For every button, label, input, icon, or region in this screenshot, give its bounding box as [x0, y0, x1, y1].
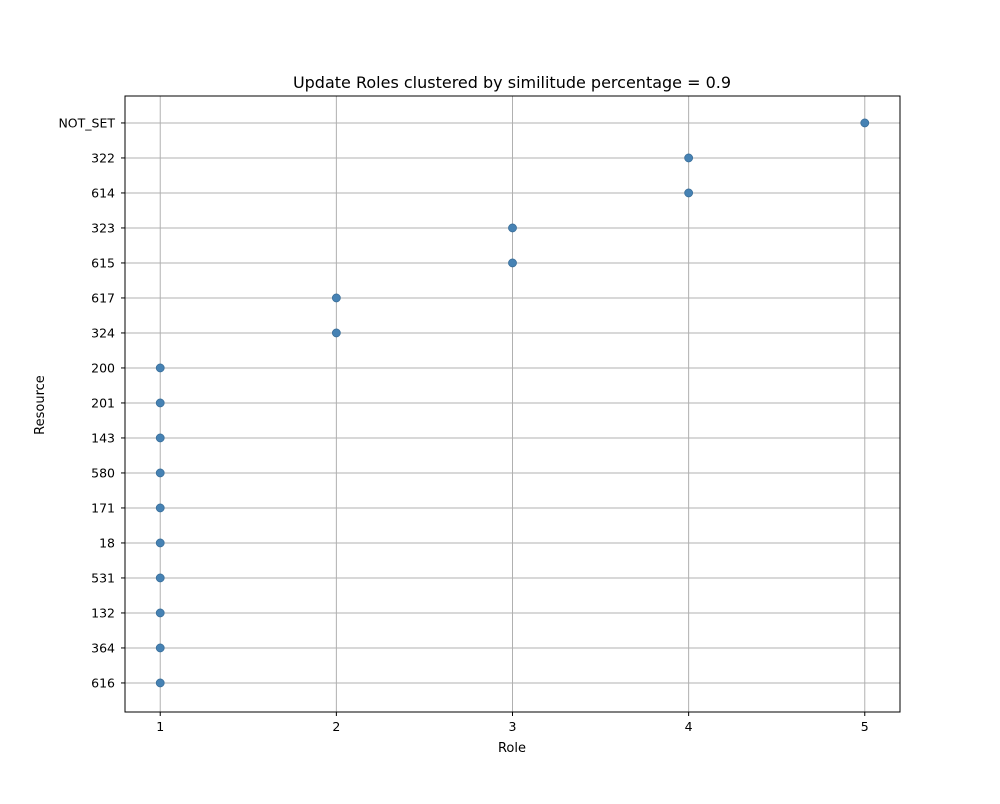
y-tick-label: 201 — [91, 395, 115, 410]
y-tick-label: 324 — [91, 325, 115, 340]
y-tick-label: 364 — [91, 640, 115, 655]
data-point — [155, 678, 165, 688]
data-point — [155, 398, 165, 408]
data-point — [684, 153, 694, 163]
x-tick-label: 5 — [861, 719, 869, 734]
y-tick-label: 616 — [91, 675, 115, 690]
y-axis-ticks: 616 364 132 531 18 171 580 143 201 200 324 617 615 32… — [58, 115, 125, 690]
x-tick-label: 3 — [509, 719, 517, 734]
y-tick-label: 18 — [99, 535, 115, 550]
y-tick-label: 200 — [91, 360, 115, 375]
y-tick-label: 580 — [91, 465, 115, 480]
data-point — [155, 573, 165, 583]
data-point — [508, 258, 517, 268]
x-tick-label: 4 — [685, 719, 693, 734]
grid-lines — [125, 96, 900, 712]
x-tick-label: 1 — [156, 719, 164, 734]
data-point — [155, 643, 165, 653]
data-point — [860, 118, 870, 128]
y-tick-label: NOT_SET — [58, 115, 115, 130]
y-tick-label: 614 — [91, 185, 115, 200]
data-point — [508, 223, 517, 233]
y-tick-label: 323 — [91, 220, 115, 235]
data-point — [155, 433, 165, 443]
data-point — [331, 293, 341, 303]
y-tick-label: 617 — [91, 290, 115, 305]
y-tick-label: 171 — [91, 500, 115, 515]
data-point — [155, 363, 165, 373]
chart-title: Update Roles clustered by similitude per… — [293, 73, 731, 92]
x-tick-label: 2 — [332, 719, 340, 734]
y-tick-label: 531 — [91, 570, 115, 585]
data-point — [684, 188, 694, 198]
y-tick-label: 132 — [91, 605, 115, 620]
data-point — [155, 468, 165, 478]
x-axis-label: Role — [498, 741, 526, 756]
data-point — [155, 608, 165, 618]
y-tick-label: 143 — [91, 430, 115, 445]
x-axis-ticks: 1 2 3 4 5 — [156, 712, 869, 734]
data-point — [155, 538, 165, 548]
y-tick-label: 615 — [91, 255, 115, 270]
data-point — [155, 503, 165, 513]
y-tick-label: 322 — [91, 150, 115, 165]
y-axis-label: Resource — [33, 375, 48, 435]
data-points — [155, 118, 870, 688]
data-point — [331, 328, 341, 338]
